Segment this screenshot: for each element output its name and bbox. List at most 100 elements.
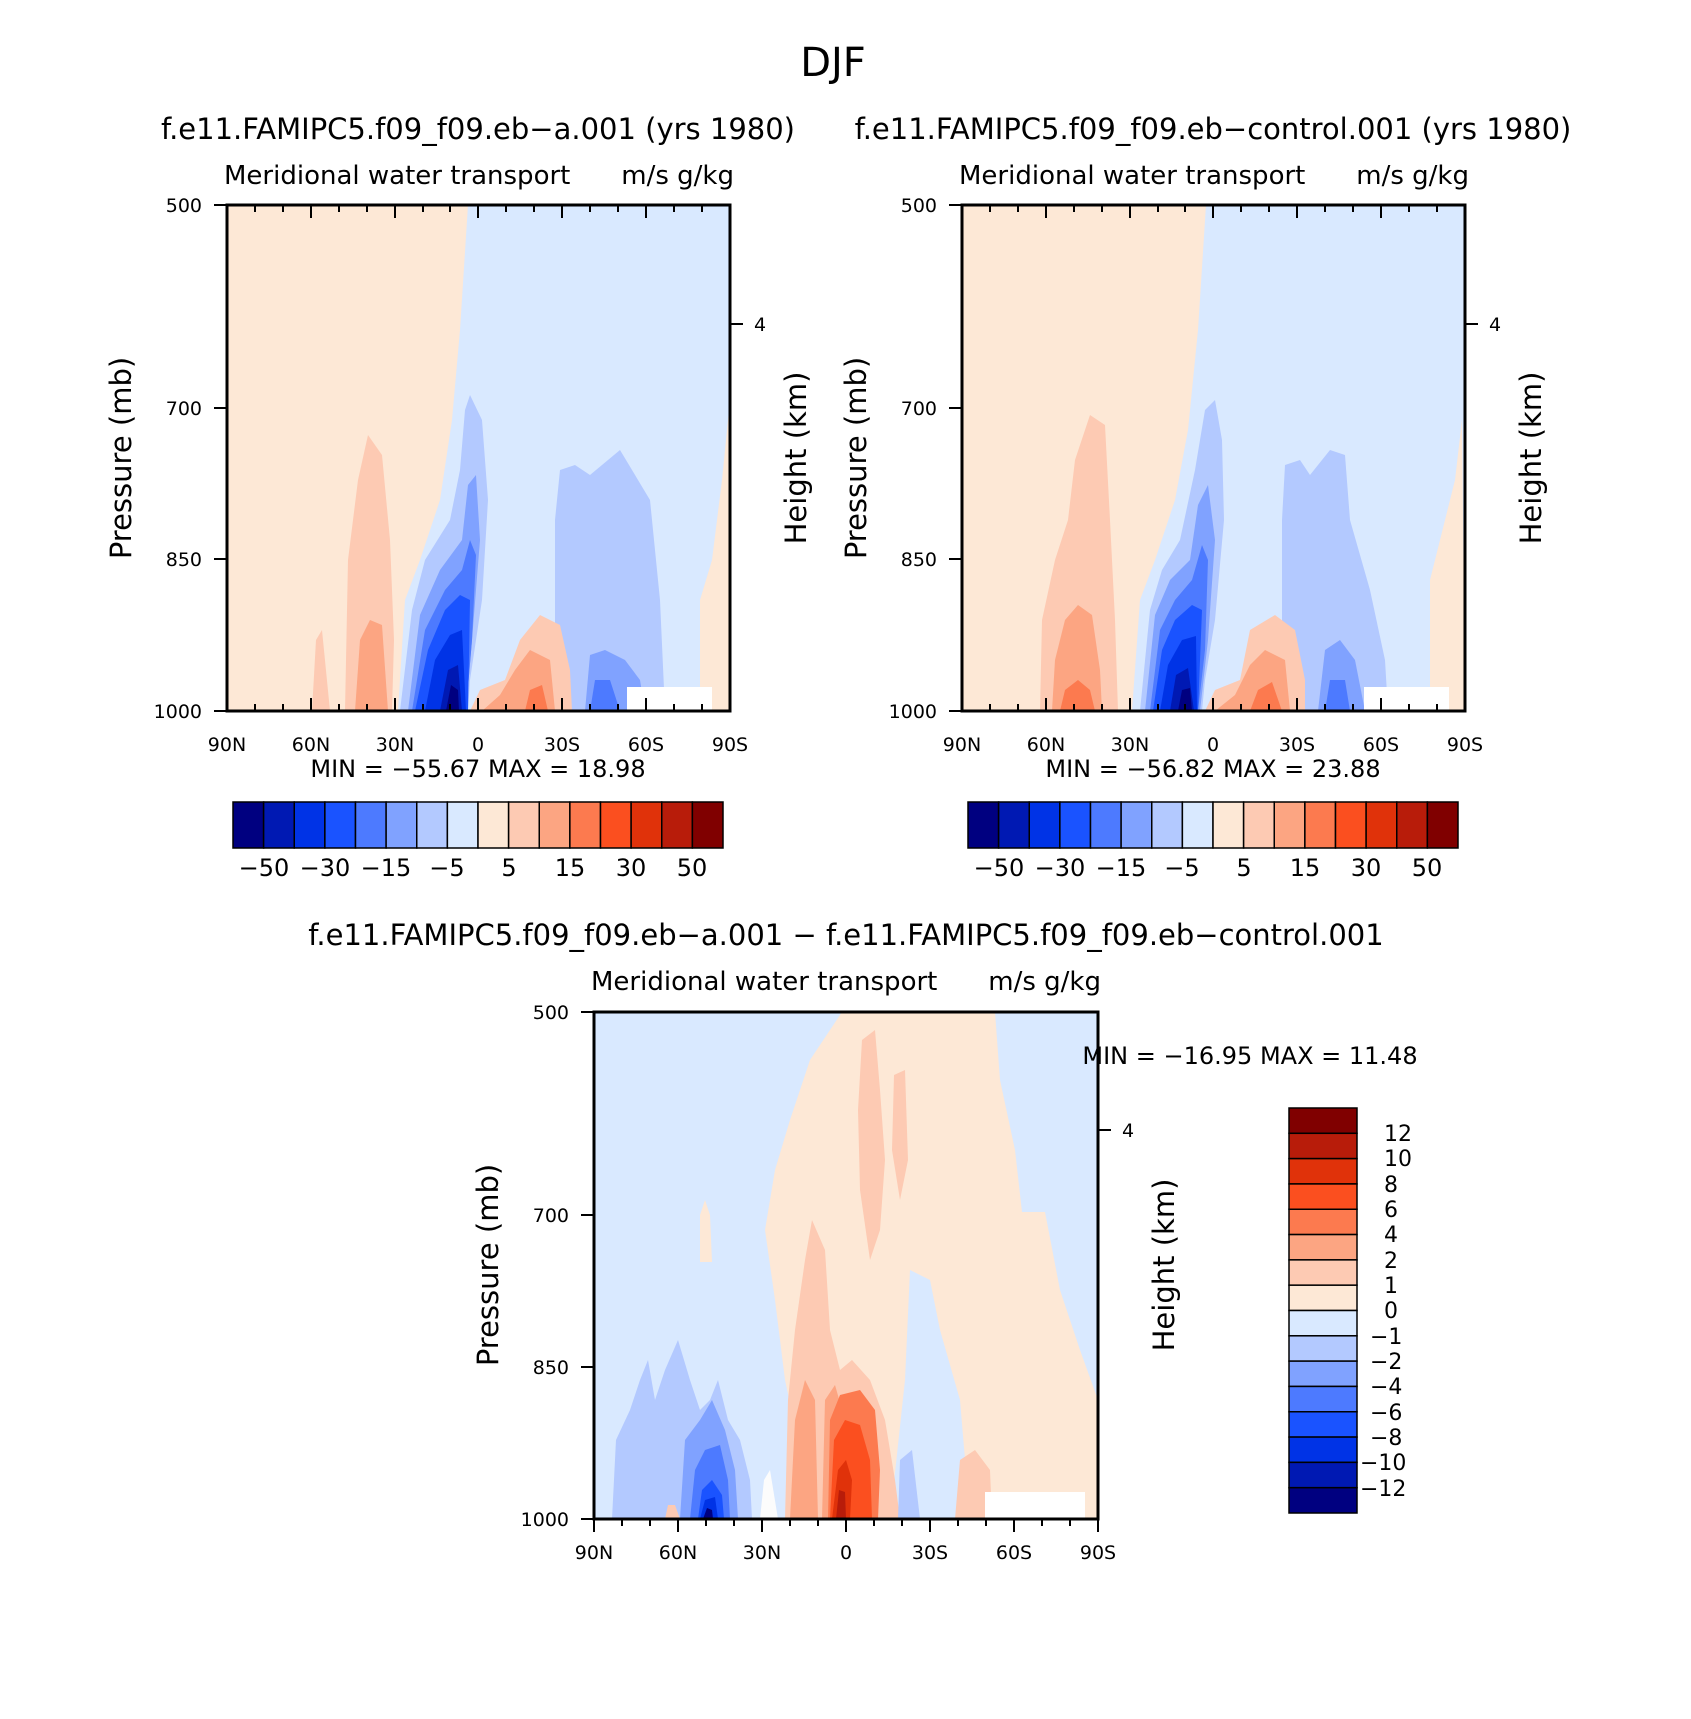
colorbar-swatch [354, 801, 387, 849]
panel-a-colorbar-label: 15 [555, 854, 586, 882]
panel-diff-colorbar [1288, 1107, 1358, 1514]
panel-control-xtick: 30S [1279, 734, 1315, 756]
panel-diff-xtick: 30N [743, 1542, 781, 1564]
panel-a-xtick: 90N [208, 734, 246, 756]
colorbar-swatch [1288, 1157, 1358, 1185]
colorbar-swatch [1304, 801, 1337, 849]
panel-diff-right-tick: 4 [1122, 1120, 1134, 1142]
panel-control-x-ticks [949, 204, 1478, 712]
panel-control-xtick: 30N [1111, 734, 1149, 756]
figure-title: DJF [800, 40, 866, 86]
colorbar-swatch [1288, 1436, 1358, 1464]
panel-a-x-ticks [214, 204, 743, 712]
panel-control-colorbar [967, 801, 1459, 849]
panel-control-colorbar-label: 15 [1290, 854, 1321, 882]
panel-a-x-tick-labels: 90N 60N 30N 0 30S 60S 90S [208, 734, 748, 756]
panel-diff-xtick: 60N [659, 1542, 697, 1564]
panel-diff-colorbar-label: 2 [1384, 1249, 1398, 1274]
panel-diff-colorbar-label: −2 [1370, 1350, 1402, 1375]
colorbar-swatch [1426, 801, 1459, 849]
colorbar-swatch [1151, 801, 1184, 849]
panel-control-ytick: 850 [901, 549, 937, 571]
panel-a-colorbar-labels: −50 −30 −15 −5 5 15 30 50 [239, 854, 708, 882]
colorbar-swatch [416, 801, 449, 849]
colorbar-swatch [232, 801, 265, 849]
colorbar-swatch [1288, 1461, 1358, 1489]
colorbar-swatch [630, 801, 663, 849]
panel-control-right-tick: 4 [1489, 314, 1501, 336]
panel-diff-colorbar-label: 10 [1384, 1147, 1412, 1172]
panel-diff-right-axis-title: Height (km) [1147, 1179, 1181, 1352]
panel-diff-ytick: 850 [533, 1357, 569, 1379]
panel-a-xtick: 60S [628, 734, 664, 756]
colorbar-swatch [293, 801, 326, 849]
panel-a-ytick: 850 [166, 549, 202, 571]
panel-control-colorbar-label: −30 [1035, 854, 1086, 882]
colorbar-swatch [1120, 801, 1153, 849]
panel-diff-case-title: f.e11.FAMIPC5.f09_f09.eb−a.001 − f.e11.F… [308, 918, 1383, 952]
panel-a-colorbar-label: 5 [501, 854, 516, 882]
colorbar-swatch [324, 801, 357, 849]
panel-diff-units: m/s g/kg [988, 967, 1101, 997]
colorbar-swatch [599, 801, 632, 849]
panel-diff-colorbar-label: 12 [1384, 1122, 1412, 1147]
panel-a-minmax: MIN = −55.67 MAX = 18.98 [310, 755, 645, 783]
panel-diff-colorbar-label: 0 [1384, 1299, 1398, 1324]
panel-a-colorbar-label: −50 [239, 854, 290, 882]
panel-a-y-tick-labels: 500 700 850 1000 [154, 195, 202, 723]
colorbar-swatch [1288, 1208, 1358, 1236]
panel-diff-colorbar-label: −4 [1370, 1375, 1402, 1400]
panel-control-xtick: 90S [1447, 734, 1483, 756]
panel-diff-contour-field [594, 1012, 1098, 1519]
panel-diff-x-ticks [581, 1011, 1111, 1532]
panel-control-ytick: 1000 [889, 701, 937, 723]
colorbar-swatch [1288, 1385, 1358, 1413]
panel-diff-colorbar-label: 1 [1384, 1274, 1398, 1299]
colorbar-swatch [1288, 1183, 1358, 1210]
colorbar-swatch [661, 801, 694, 849]
panel-diff-colorbar-label: −12 [1360, 1477, 1406, 1502]
colorbar-swatch [967, 801, 1000, 849]
colorbar-swatch [507, 801, 540, 849]
panel-a-y-axis-title: Pressure (mb) [104, 357, 138, 559]
panel-control-colorbar-labels: −50 −30 −15 −5 5 15 30 50 [974, 854, 1443, 882]
panel-a-case-title: f.e11.FAMIPC5.f09_f09.eb−a.001 (yrs 1980… [161, 112, 795, 146]
panel-a-colorbar-label: −15 [361, 854, 412, 882]
panel-a-right-axis-title: Height (km) [779, 372, 813, 545]
colorbar-swatch [1242, 801, 1275, 849]
panel-diff-xtick: 30S [912, 1542, 948, 1564]
colorbar-swatch [262, 801, 295, 849]
panel-control-ytick: 500 [901, 195, 937, 217]
panel-a-variable: Meridional water transport [224, 161, 570, 191]
panel-control-x-tick-labels: 90N 60N 30N 0 30S 60S 90S [943, 734, 1483, 756]
panel-a-contour-field [227, 205, 730, 711]
panel-diff-ytick: 700 [533, 1205, 569, 1227]
colorbar-swatch [1288, 1360, 1358, 1388]
colorbar-swatch [1288, 1335, 1358, 1362]
panel-a-ytick: 700 [166, 398, 202, 420]
panel-diff-minmax: MIN = −16.95 MAX = 11.48 [1082, 1042, 1417, 1070]
panel-control-units: m/s g/kg [1356, 161, 1469, 191]
panel-control-xtick: 60N [1027, 734, 1065, 756]
panel-a-units: m/s g/kg [621, 161, 734, 191]
colorbar-swatch [569, 801, 602, 849]
panel-a-ytick: 500 [166, 195, 202, 217]
panel-a-colorbar-label: −5 [429, 854, 464, 882]
panel-control-ytick: 700 [901, 398, 937, 420]
panel-diff-xtick: 0 [840, 1542, 852, 1564]
panel-diff-colorbar-labels: 12 10 8 6 4 2 1 0 −1 −2 −4 −6 −8 −10 −12 [1360, 1122, 1412, 1502]
panel-a-xtick: 0 [472, 734, 484, 756]
colorbar-swatch [1288, 1132, 1358, 1160]
colorbar-swatch [446, 801, 479, 849]
colorbar-swatch [1288, 1284, 1358, 1312]
panel-control-colorbar-label: 30 [1351, 854, 1382, 882]
panel-a-xtick: 30N [376, 734, 414, 756]
panel-control: f.e11.FAMIPC5.f09_f09.eb−control.001 (yr… [839, 112, 1571, 882]
panel-a-right-tick: 4 [754, 314, 766, 336]
colorbar-swatch [1181, 801, 1214, 849]
colorbar-swatch [1059, 801, 1092, 849]
colorbar-swatch [1288, 1486, 1358, 1514]
panel-control-y-axis-title: Pressure (mb) [839, 357, 873, 559]
panel-control-contour-field [962, 205, 1465, 711]
